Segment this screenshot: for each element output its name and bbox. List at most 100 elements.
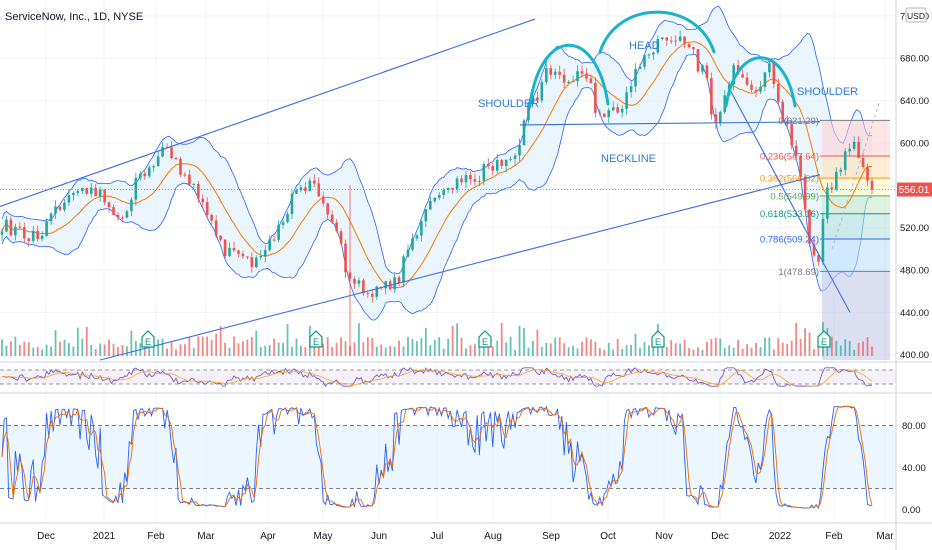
volume-bar [304, 347, 307, 356]
candle-body [67, 195, 71, 203]
candle-body [852, 141, 856, 149]
fib-level-label: 0(621.29) [778, 116, 819, 127]
volume-bar [371, 337, 374, 356]
candle-body [545, 68, 548, 83]
candle-body [638, 66, 642, 69]
volume-bar [523, 327, 525, 356]
rsi-pane[interactable] [0, 367, 896, 388]
candle-body [121, 217, 124, 219]
volume-bar [496, 340, 499, 356]
volume-bar [741, 348, 744, 356]
volume-bar [755, 342, 757, 356]
candle-body [661, 37, 664, 39]
volume-bar [714, 337, 717, 356]
fib-zone-below [822, 271, 890, 360]
volume-bar [451, 325, 454, 356]
volume-bar [795, 322, 798, 356]
candle-body [580, 71, 584, 74]
candle-body [344, 243, 347, 273]
candle-body [420, 221, 423, 236]
volume-bar [326, 337, 329, 356]
volume-bar [286, 323, 289, 356]
candle-body [299, 187, 303, 191]
volume-bar [117, 347, 119, 356]
volume-bar [126, 346, 128, 356]
candle-body [58, 206, 62, 210]
candle-body [219, 235, 222, 240]
volume-bar [804, 328, 806, 356]
fib-level-label: 0.786(509.24) [760, 235, 819, 246]
volume-bar [505, 342, 508, 356]
candle-body [295, 190, 298, 194]
candle-body [629, 86, 633, 93]
volume-bar [424, 327, 427, 356]
neckline [519, 121, 821, 126]
volume-bar [192, 348, 195, 356]
candle-body [781, 101, 785, 122]
candle-body [817, 255, 820, 262]
candle-body [446, 187, 450, 190]
candle-body [232, 247, 236, 251]
time-tick-label: Aug [484, 531, 502, 542]
candle-body [366, 293, 370, 295]
time-tick-label: Apr [260, 531, 276, 542]
candle-body [201, 198, 205, 203]
volume-bar [839, 345, 842, 356]
volume-bar [224, 342, 226, 356]
trend-lines[interactable] [0, 18, 881, 361]
stochastic-axis: 80.00 40.00 0.00 [902, 421, 926, 516]
candle-body [687, 43, 691, 48]
candle-body [647, 54, 651, 56]
volume-bar [576, 348, 579, 356]
upper-channel-line [0, 18, 536, 207]
price-tick-label: 640.00 [900, 96, 929, 107]
candle-body [393, 277, 396, 290]
candle-body [777, 84, 780, 102]
currency-badge[interactable]: USD [905, 7, 927, 23]
candle-body [821, 218, 825, 262]
candle-body [147, 167, 151, 177]
candle-body [54, 206, 57, 214]
candle-body [317, 183, 321, 197]
candle-body [214, 220, 218, 236]
price-tick-label: 440.00 [900, 308, 929, 319]
candle-body [750, 84, 753, 90]
stochastic-pane[interactable] [0, 405, 896, 510]
candle-body [830, 187, 834, 190]
projection-line [831, 100, 881, 249]
price-tick-label: 520.00 [900, 223, 929, 234]
fibonacci-retracement[interactable]: 0(621.29) 0.236(587.64) 0.382(566.82) 0.5(5… [760, 116, 890, 360]
time-tick-label: 2021 [93, 531, 116, 542]
candle-body [723, 95, 727, 112]
volume-bar [719, 338, 722, 356]
volume-bar [250, 337, 253, 356]
volume-bar [295, 338, 298, 356]
volume-bar [259, 347, 262, 356]
candle-body [527, 103, 530, 121]
volume-bar [210, 340, 213, 356]
volume-bar [616, 338, 619, 356]
volume-bar [366, 337, 369, 356]
volume-bar [54, 330, 57, 356]
fib-level-label: 0.5(549.99) [770, 191, 819, 202]
candle-body [415, 235, 419, 239]
candle-body [268, 239, 271, 251]
candle-body [290, 193, 294, 214]
volume-bar [710, 338, 713, 356]
head-shoulders-arcs[interactable] [528, 10, 797, 108]
volume-bar [429, 345, 432, 356]
volume-bar [175, 349, 177, 356]
volume-bar [331, 346, 334, 356]
volume-bar [45, 344, 48, 356]
candle-body [839, 169, 843, 172]
volume-bar [465, 348, 467, 356]
candle-body [116, 214, 120, 218]
candle-body [495, 160, 499, 171]
volume-bar [362, 342, 365, 356]
time-tick-label: Dec [37, 531, 55, 542]
volume-bar [152, 344, 155, 356]
candle-body [710, 78, 713, 115]
time-axis[interactable]: Dec 2021 Feb Mar Apr May Jun Jul Aug Sep Oct Nov Dec… [37, 531, 894, 542]
